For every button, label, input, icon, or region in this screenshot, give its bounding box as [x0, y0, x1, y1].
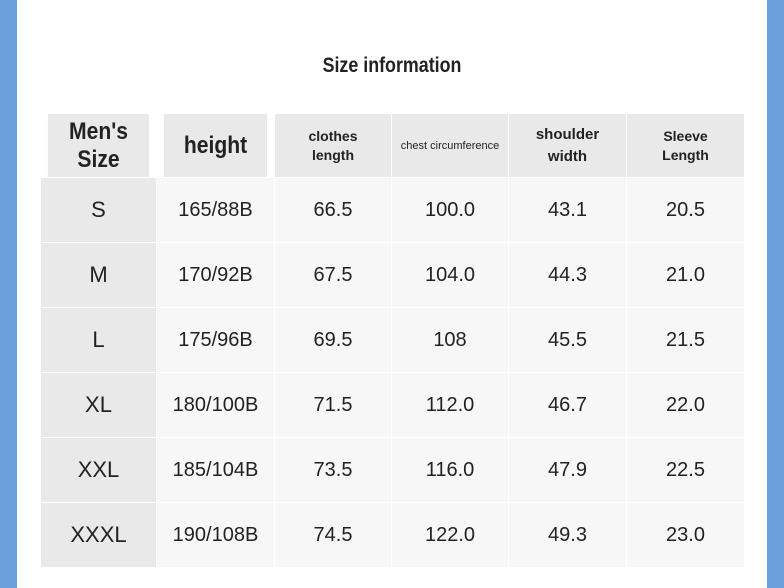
column-header: clothes length	[275, 114, 391, 177]
table-cell: 21.5	[627, 308, 744, 372]
column-header: shoulder width	[509, 114, 626, 177]
table-cell: 108	[392, 308, 508, 372]
table-cell: 165/88B	[157, 178, 274, 242]
row-header: S	[41, 178, 156, 242]
column-header: Men's Size	[47, 114, 150, 177]
table-cell: 69.5	[275, 308, 391, 372]
table-cell: 46.7	[509, 373, 626, 437]
table-cell: 22.0	[627, 373, 744, 437]
table-cell: 170/92B	[157, 243, 274, 307]
table-cell: 116.0	[392, 438, 508, 502]
column-header: Sleeve Length	[627, 114, 744, 177]
table-cell: 43.1	[509, 178, 626, 242]
table-cell: 47.9	[509, 438, 626, 502]
title: Size information	[322, 54, 462, 77]
size-table: Men's Size height clothes length chest circ…	[41, 114, 744, 567]
row-header: L	[41, 308, 156, 372]
table-cell: 21.0	[627, 243, 744, 307]
row-header: XL	[41, 373, 156, 437]
table-cell: 190/108B	[157, 503, 274, 567]
table-cell: 73.5	[275, 438, 391, 502]
table-cell: 67.5	[275, 243, 391, 307]
table-cell: 23.0	[627, 503, 744, 567]
table-cell: 20.5	[627, 178, 744, 242]
table-cell: 175/96B	[157, 308, 274, 372]
left-border	[0, 0, 17, 588]
row-header: XXL	[41, 438, 156, 502]
table-cell: 122.0	[392, 503, 508, 567]
table-cell: 185/104B	[157, 438, 274, 502]
table-cell: 112.0	[392, 373, 508, 437]
column-header: height	[164, 114, 267, 177]
row-header: M	[41, 243, 156, 307]
table-cell: 45.5	[509, 308, 626, 372]
table-cell: 49.3	[509, 503, 626, 567]
table-cell: 74.5	[275, 503, 391, 567]
right-border	[767, 0, 784, 588]
table-cell: 44.3	[509, 243, 626, 307]
table-cell: 180/100B	[157, 373, 274, 437]
table-cell: 71.5	[275, 373, 391, 437]
column-header: chest circumference	[392, 114, 508, 177]
table-cell: 100.0	[392, 178, 508, 242]
table-cell: 104.0	[392, 243, 508, 307]
row-header: XXXL	[41, 503, 156, 567]
table-cell: 22.5	[627, 438, 744, 502]
table-cell: 66.5	[275, 178, 391, 242]
